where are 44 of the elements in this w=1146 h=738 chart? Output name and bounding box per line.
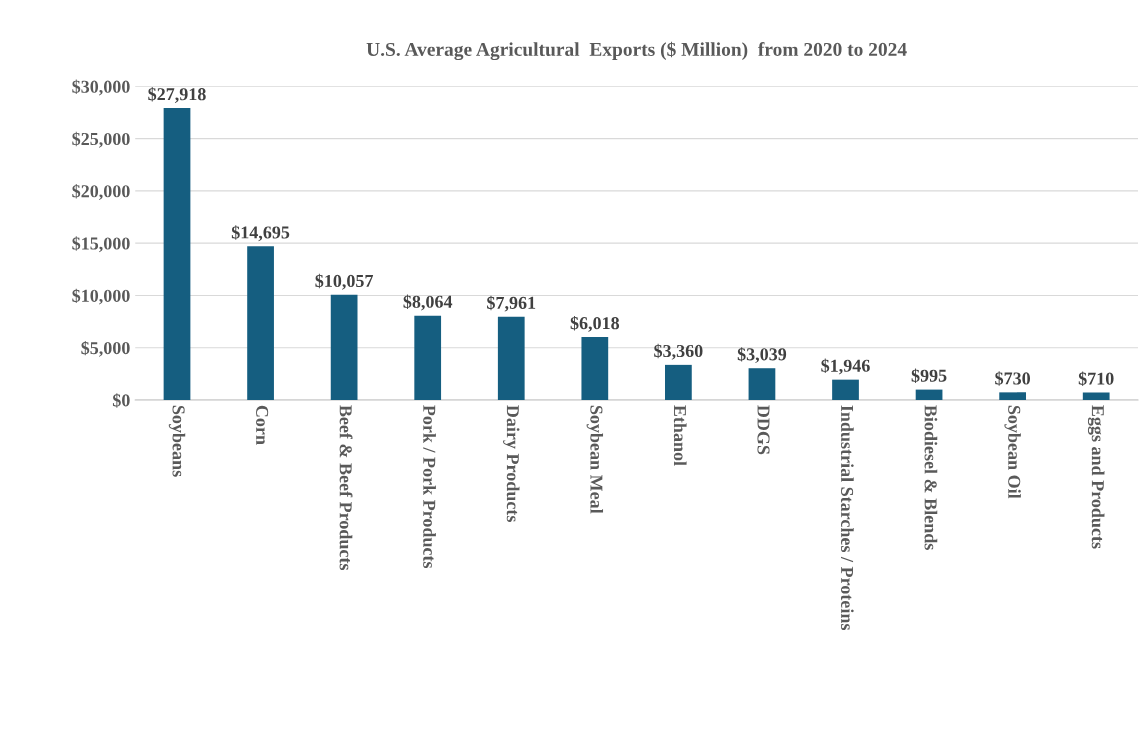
bar <box>497 316 525 400</box>
bar <box>414 315 442 400</box>
x-tick-label: Corn <box>256 405 269 445</box>
y-tick-label: $20,000 <box>72 184 130 200</box>
bar <box>665 364 692 400</box>
x-tick-label: Biodiesel & Blends <box>924 405 938 550</box>
x-tick-label: Soybeans <box>168 405 186 477</box>
y-tick-label: $5,000 <box>81 340 130 357</box>
x-tick-label: Beef & Beef Products <box>339 405 353 571</box>
bar <box>163 108 191 400</box>
data-label: $3,039 <box>737 347 787 364</box>
y-tick-label: $30,000 <box>72 79 130 96</box>
x-tick-label: Eggs and Products <box>1087 405 1105 549</box>
y-tick-label: $10,000 <box>72 288 130 305</box>
x-tick-label: DDGS <box>757 405 770 455</box>
data-label: $6,018 <box>570 315 620 332</box>
data-label: $730 <box>995 371 1030 386</box>
x-tick-label: Soybean Meal <box>586 405 604 514</box>
data-label: $3,360 <box>654 343 703 360</box>
x-tick-label: Pork / Pork Products <box>423 405 436 569</box>
x-tick-label: Soybean Oil <box>1004 405 1021 499</box>
data-label: $8,064 <box>403 294 453 311</box>
x-tick-label: Dairy Products <box>503 405 520 522</box>
y-tick-label: $25,000 <box>72 131 130 148</box>
bar <box>748 368 776 400</box>
bar <box>999 392 1026 400</box>
x-tick-label: Industrial Starches / Proteins <box>840 405 854 630</box>
bar <box>915 389 943 400</box>
data-label: $995 <box>911 368 947 383</box>
y-tick-label: $15,000 <box>72 236 130 253</box>
bar <box>330 294 358 400</box>
x-tick-label: Ethanol <box>673 405 687 466</box>
y-tick-label: $0 <box>112 393 130 408</box>
data-label: $14,695 <box>231 225 290 242</box>
bar <box>247 246 274 400</box>
data-label: $27,918 <box>148 87 206 103</box>
bar <box>832 379 859 400</box>
data-label: $10,057 <box>315 273 374 290</box>
chart-title: U.S. Average Agricultural Exports ($ Million) from 2020 to 2024 <box>366 41 907 61</box>
data-label: $1,946 <box>821 358 870 375</box>
data-label: $710 <box>1078 371 1114 386</box>
data-label: $7,961 <box>487 295 536 312</box>
bar <box>1082 392 1110 400</box>
bar <box>581 337 609 400</box>
